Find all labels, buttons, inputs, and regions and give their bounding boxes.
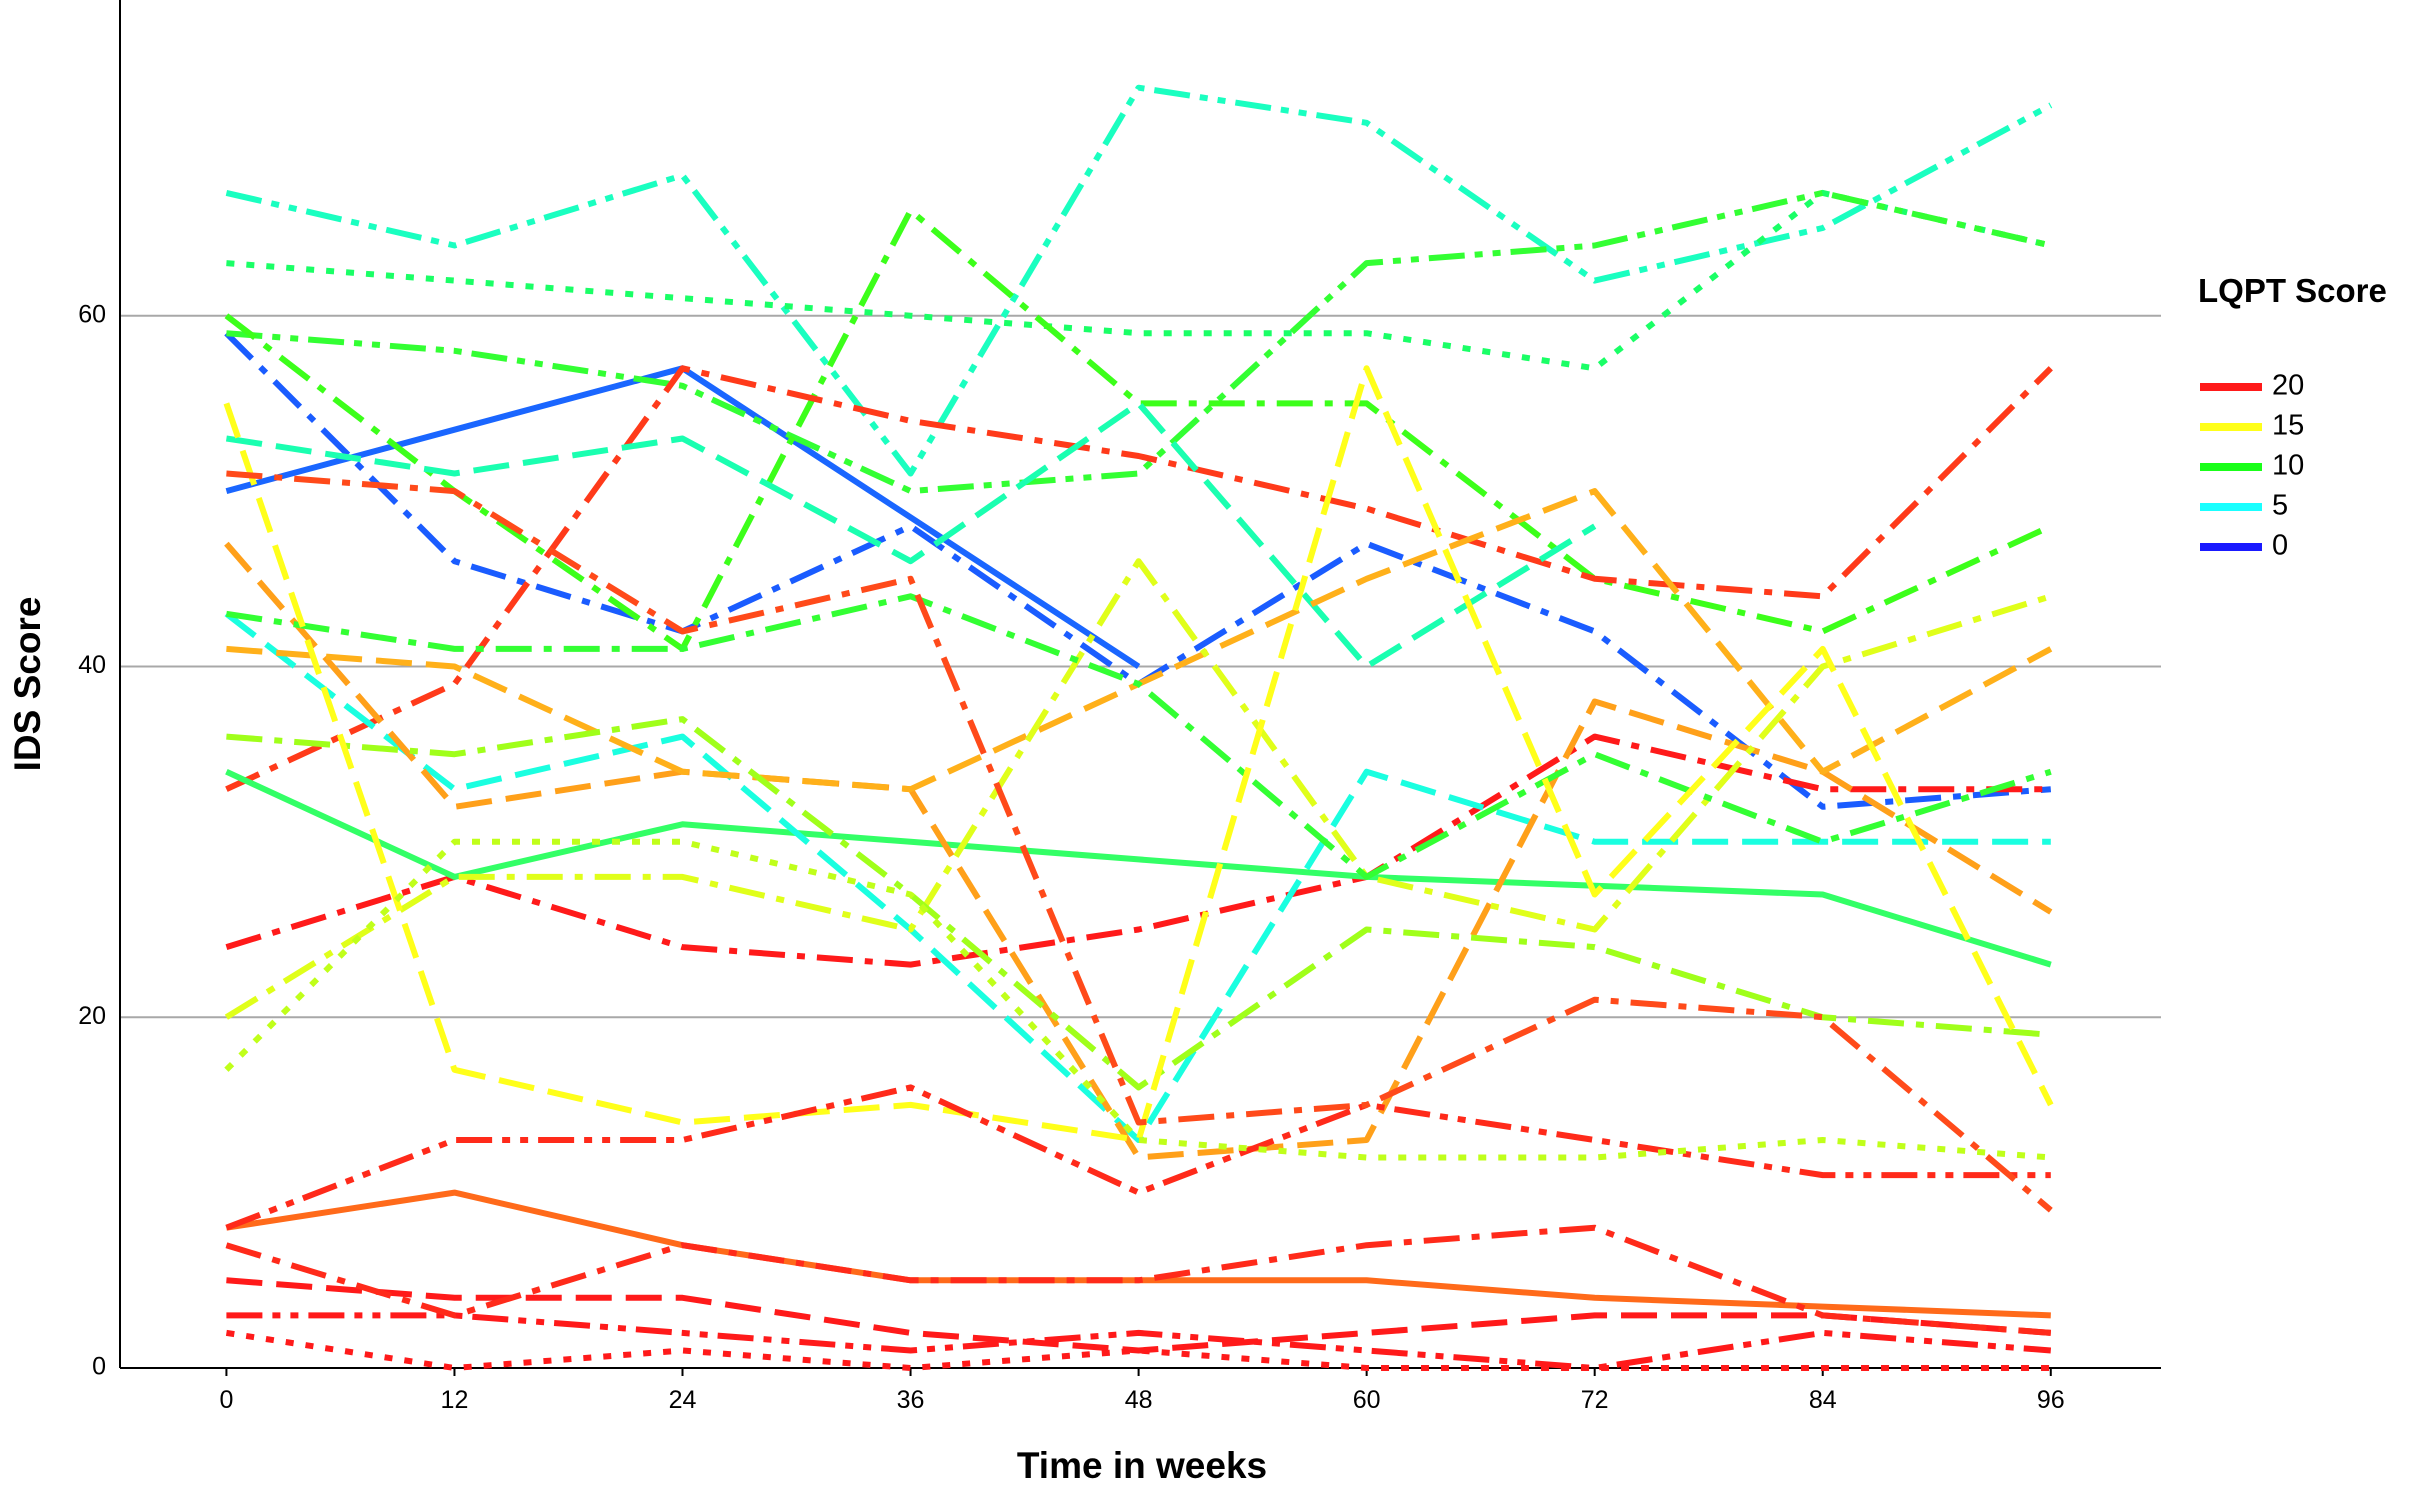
x-tick-label: 36 — [897, 1386, 925, 1414]
series-line — [224, 331, 2052, 810]
y-tick-label: 40 — [78, 651, 106, 679]
series-line — [226, 1277, 2052, 1354]
series-line — [224, 558, 2052, 1020]
series-line — [226, 470, 2053, 1213]
series-line — [225, 365, 1141, 670]
series-line — [225, 365, 2053, 792]
x-tick-label: 48 — [1125, 1386, 1153, 1414]
x-tick-label: 0 — [219, 1386, 233, 1414]
series-line — [226, 716, 2052, 1091]
series-line — [223, 365, 2054, 1143]
series-line — [224, 611, 2051, 1143]
x-axis-title: Time in weeks — [1017, 1445, 1267, 1485]
series-layer — [223, 84, 2054, 1371]
y-axis-title: IDS Score — [7, 597, 48, 772]
series-line — [224, 541, 2053, 1161]
series-line — [225, 84, 2053, 477]
x-tick-label: 24 — [669, 1386, 697, 1414]
series-line — [226, 189, 2052, 372]
series-line — [225, 400, 1597, 670]
legend-title: LQPT Score — [2198, 272, 2387, 309]
y-tick-label: 20 — [78, 1002, 106, 1030]
series-line — [224, 207, 2053, 652]
legend-label: 20 — [2272, 370, 2304, 402]
y-tick-label: 60 — [78, 300, 106, 328]
series-line — [225, 1224, 2052, 1336]
x-tick-label: 12 — [441, 1386, 469, 1414]
y-tick-label: 0 — [92, 1353, 106, 1381]
series-line — [226, 1312, 2052, 1371]
series-line — [225, 733, 2051, 968]
series-line — [225, 768, 2052, 968]
legend-label: 10 — [2272, 450, 2304, 482]
series-line — [225, 1084, 2051, 1231]
x-tick-label: 84 — [1809, 1386, 1837, 1414]
legend-label: 0 — [2272, 530, 2288, 562]
series-line — [225, 1329, 2051, 1371]
x-tick-label: 72 — [1581, 1386, 1609, 1414]
x-tick-label: 60 — [1353, 1386, 1381, 1414]
legend-label: 15 — [2272, 410, 2304, 442]
series-line — [225, 593, 2052, 880]
x-tick-label: 96 — [2037, 1386, 2065, 1414]
legend-label: 5 — [2272, 490, 2288, 522]
